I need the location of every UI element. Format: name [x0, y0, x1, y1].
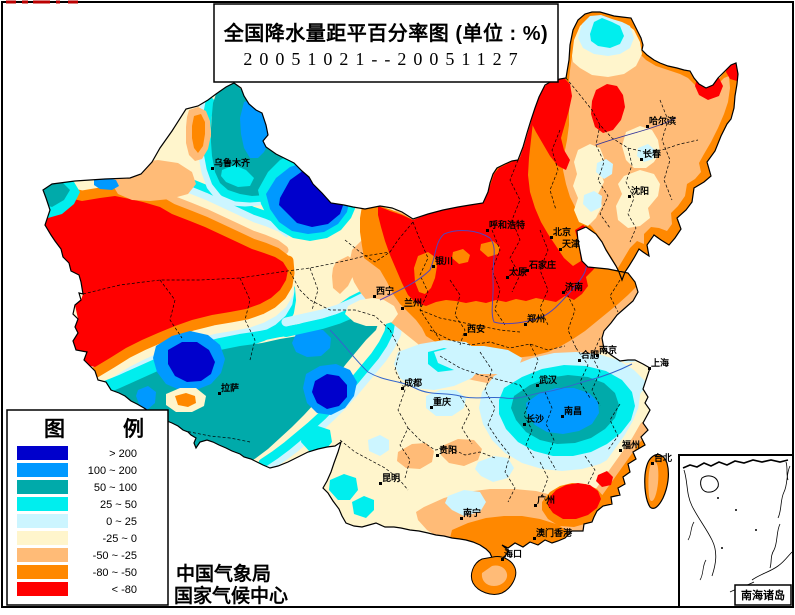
svg-text:呼和浩特: 呼和浩特 — [489, 219, 525, 230]
svg-text:中国气象局: 中国气象局 — [176, 562, 271, 585]
svg-text:合肥: 合肥 — [581, 349, 599, 360]
svg-text:南京: 南京 — [599, 344, 617, 355]
svg-text:50 ~ 100: 50 ~ 100 — [94, 482, 137, 494]
svg-text:海口: 海口 — [504, 548, 522, 559]
svg-text:全国降水量距平百分率图 (单位 : %): 全国降水量距平百分率图 (单位 : %) — [223, 21, 548, 45]
svg-text:天津: 天津 — [562, 238, 580, 249]
svg-text:南宁: 南宁 — [463, 507, 481, 518]
svg-text:0 ~ 25: 0 ~ 25 — [106, 516, 137, 528]
svg-text:哈尔滨: 哈尔滨 — [649, 115, 676, 126]
svg-text:25 ~ 50: 25 ~ 50 — [100, 499, 137, 511]
svg-text:石家庄: 石家庄 — [528, 259, 556, 270]
svg-text:太原: 太原 — [508, 266, 527, 277]
svg-text:西宁: 西宁 — [376, 285, 394, 296]
svg-text:国家气候中心: 国家气候中心 — [174, 584, 288, 607]
svg-text:-25 ~ 0: -25 ~ 0 — [102, 533, 137, 545]
svg-text:武汉: 武汉 — [539, 374, 558, 385]
svg-text:上海: 上海 — [651, 357, 669, 368]
svg-text:广州: 广州 — [537, 494, 555, 505]
svg-text:西安: 西安 — [467, 323, 485, 334]
svg-text:图: 图 — [44, 418, 65, 441]
svg-text:例: 例 — [123, 417, 144, 441]
svg-text:100 ~ 200: 100 ~ 200 — [88, 465, 137, 477]
svg-text:南海诸岛: 南海诸岛 — [741, 588, 785, 602]
svg-text:福州: 福州 — [621, 439, 640, 450]
svg-text:长春: 长春 — [643, 148, 662, 159]
svg-text:银川: 银川 — [435, 255, 453, 266]
svg-text:兰州: 兰州 — [404, 297, 422, 308]
svg-text:> 200: > 200 — [109, 448, 137, 460]
svg-text:< -80: < -80 — [112, 584, 137, 596]
svg-text:郑州: 郑州 — [527, 313, 545, 324]
svg-text:拉萨: 拉萨 — [221, 382, 239, 393]
svg-text:台北: 台北 — [654, 452, 672, 463]
svg-text:南昌: 南昌 — [564, 405, 582, 416]
svg-text:北京: 北京 — [553, 226, 571, 237]
svg-text:贵阳: 贵阳 — [439, 444, 457, 455]
svg-text:-50 ~ -25: -50 ~ -25 — [93, 550, 137, 562]
svg-text:昆明: 昆明 — [382, 473, 400, 483]
svg-text:沈阳: 沈阳 — [631, 185, 649, 196]
svg-text:济南: 济南 — [565, 281, 583, 292]
svg-text:-80 ~ -50: -80 ~ -50 — [93, 567, 137, 579]
svg-text:成都: 成都 — [404, 377, 422, 388]
svg-text:长沙: 长沙 — [526, 413, 544, 424]
svg-text:重庆: 重庆 — [433, 396, 451, 407]
svg-text:澳门香港: 澳门香港 — [536, 527, 573, 538]
svg-text:乌鲁木齐: 乌鲁木齐 — [214, 157, 251, 168]
svg-text:20051021--20051127: 20051021--20051127 — [243, 49, 524, 69]
